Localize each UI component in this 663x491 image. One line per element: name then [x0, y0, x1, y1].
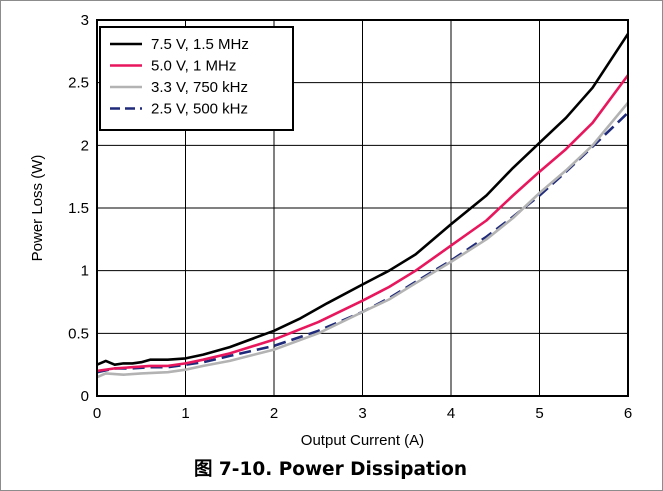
- series-line: [96, 74, 630, 373]
- x-tick-label: 2: [270, 405, 278, 422]
- y-tick-label: 1: [81, 263, 89, 280]
- y-tick-label: 0: [81, 388, 89, 405]
- y-tick-label: 2.5: [68, 75, 89, 92]
- x-tick-label: 3: [358, 405, 366, 422]
- legend: 7.5 V, 1.5 MHz 5.0 V, 1 MHz 3.3 V, 750 kHz…: [99, 26, 294, 131]
- y-tick-label: 2: [81, 137, 89, 154]
- plot-border: [96, 19, 629, 397]
- y-tick-label: 3: [81, 12, 89, 29]
- legend-label: 2.5 V, 500 kHz: [151, 101, 248, 118]
- y-tick-label: 1.5: [68, 200, 89, 217]
- x-tick-label: 6: [624, 405, 632, 422]
- series-line: [96, 33, 630, 366]
- legend-label: 3.3 V, 750 kHz: [151, 79, 248, 96]
- x-axis-title: Output Current (A): [301, 432, 424, 449]
- tick-labels: 0 1 2 3 4 5 6 0 0.5 1 1.5 2 2.5 3: [68, 12, 632, 422]
- figure-caption: 图 7-10. Power Dissipation: [193, 459, 468, 480]
- series-line: [96, 111, 629, 374]
- x-tick-label: 0: [93, 405, 101, 422]
- y-tick-label: 0.5: [68, 325, 89, 342]
- series-lines: [96, 33, 630, 379]
- y-axis-title: Power Loss (W): [29, 155, 46, 262]
- x-tick-label: 4: [447, 405, 455, 422]
- power-dissipation-chart: 0 1 2 3 4 5 600.511.522.53 Output Current (A) …: [29, 12, 632, 449]
- legend-label: 7.5 V, 1.5 MHz: [151, 36, 249, 53]
- x-tick-label: 1: [181, 405, 189, 422]
- legend-label: 5.0 V, 1 MHz: [151, 58, 236, 75]
- series-line: [96, 101, 629, 379]
- x-tick-label: 5: [535, 405, 543, 422]
